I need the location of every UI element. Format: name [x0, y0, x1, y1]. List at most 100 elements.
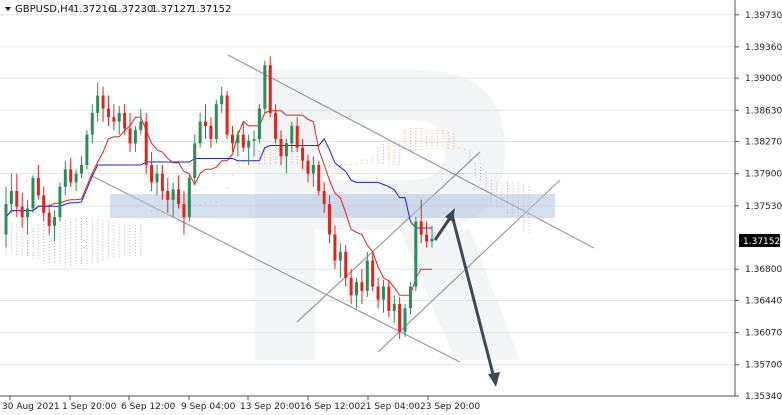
resistance-band: [110, 194, 555, 218]
candle: [177, 189, 181, 205]
candle: [252, 138, 256, 141]
candle: [214, 104, 218, 139]
candle: [171, 189, 175, 200]
header-low: 1.37127: [151, 4, 192, 15]
upper-channel-line-2: [296, 151, 481, 323]
candle: [139, 121, 143, 131]
candles: [4, 56, 434, 339]
candle: [338, 251, 342, 261]
x-axis-ticks: 30 Aug 2021 1 Sep 20:00 6 Sep 12:00 9 Sep 0…: [2, 396, 480, 412]
x-tick-label: 30 Aug 2021: [2, 402, 60, 412]
header-symbol: GBPUSD,H4: [15, 4, 74, 15]
y-tick-label: 1.39360: [745, 43, 782, 53]
y-tick-label: 1.36440: [745, 296, 782, 306]
candle: [193, 143, 197, 179]
y-tick-label: 1.37530: [745, 202, 782, 212]
candle: [328, 204, 332, 235]
y-tick-label: 1.38270: [745, 138, 782, 148]
candle: [306, 160, 310, 174]
candle: [284, 143, 288, 157]
y-tick-label: 1.35340: [745, 392, 782, 402]
candle: [53, 217, 57, 226]
candle: [225, 95, 229, 135]
candle: [344, 251, 348, 278]
indicator-lines: [5, 110, 432, 296]
candle: [241, 134, 245, 148]
candle: [295, 125, 299, 148]
candle: [425, 234, 429, 242]
candle: [79, 165, 83, 174]
candle: [58, 186, 62, 218]
header-open: 1.37216: [73, 4, 114, 15]
candle: [144, 121, 148, 165]
x-tick-label: 6 Sep 12:00: [121, 402, 176, 412]
dropdown-triangle-icon[interactable]: [5, 7, 11, 11]
header-high: 1.37230: [112, 4, 153, 15]
candle: [403, 308, 407, 332]
candle: [182, 204, 186, 218]
candle: [74, 173, 78, 183]
candle: [257, 108, 261, 139]
candle: [209, 125, 213, 139]
y-tick-label: 1.39730: [745, 11, 782, 21]
candle: [408, 286, 412, 309]
current-price-label: 1.37152: [743, 237, 780, 247]
candle: [106, 108, 110, 118]
candle: [301, 147, 305, 161]
candle: [311, 165, 315, 174]
candle: [4, 204, 8, 235]
y-tick-label: 1.39000: [745, 74, 782, 84]
candle: [63, 169, 67, 187]
candle: [36, 178, 40, 196]
candle: [155, 173, 159, 183]
candle: [133, 130, 137, 144]
candle: [150, 165, 154, 183]
candle: [268, 65, 272, 113]
candle: [274, 112, 278, 139]
y-axis-ticks: 1.39730 1.39360 1.39000 1.38630 1.38270 1.379…: [735, 11, 782, 402]
candle: [117, 112, 121, 122]
candle: [96, 95, 100, 113]
x-tick-label: 13 Sep 20:00: [240, 402, 300, 412]
candle: [414, 221, 418, 287]
candle: [419, 221, 423, 235]
candle: [355, 282, 359, 296]
candle: [15, 191, 19, 207]
candle: [398, 303, 402, 332]
x-tick-label: 16 Sep 12:00: [300, 402, 360, 412]
candle: [9, 191, 13, 205]
candle: [317, 165, 321, 192]
candle: [31, 178, 35, 209]
candle: [349, 277, 353, 296]
candle: [279, 138, 283, 157]
candle: [187, 178, 191, 218]
candle: [392, 303, 396, 311]
candle: [230, 134, 234, 144]
candle: [290, 125, 294, 144]
candle: [376, 286, 380, 300]
candle: [204, 121, 208, 126]
y-tick-label: 1.35700: [745, 361, 782, 371]
candle: [112, 117, 116, 122]
chart-header: GBPUSD,H4 1.37216 1.37230 1.37127 1.3715…: [5, 4, 231, 15]
current-price-marker: 1.37152: [739, 234, 780, 247]
candle: [333, 234, 337, 261]
candle: [430, 238, 434, 242]
candle: [166, 191, 170, 200]
candle: [198, 121, 202, 144]
y-tick-label: 1.36800: [745, 265, 782, 275]
candle: [90, 112, 94, 135]
candle: [371, 260, 375, 287]
y-tick-label: 1.36070: [745, 329, 782, 339]
header-close: 1.37152: [190, 4, 231, 15]
x-tick-label: 23 Sep 20:00: [420, 402, 480, 412]
candle: [47, 212, 51, 226]
candle: [26, 208, 30, 218]
kijun-line: [5, 137, 432, 229]
candle: [365, 260, 369, 291]
candle: [263, 65, 267, 109]
candle: [85, 134, 89, 165]
candle: [387, 286, 391, 311]
x-tick-label: 9 Sep 04:00: [181, 402, 236, 412]
